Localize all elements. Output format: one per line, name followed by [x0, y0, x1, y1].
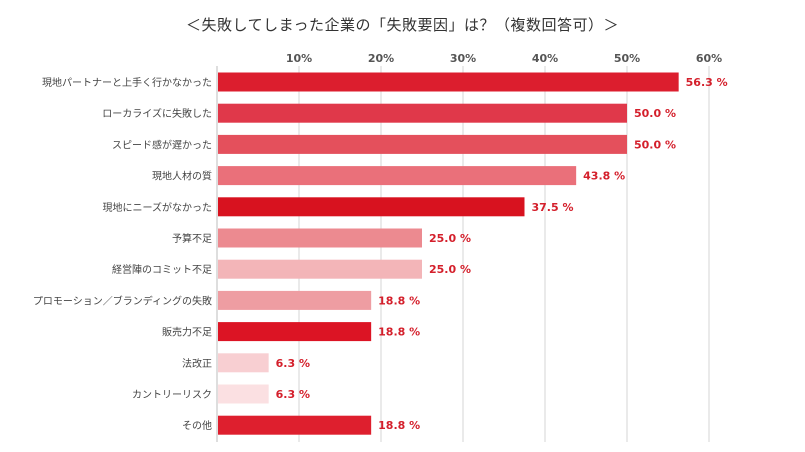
chart-title: ＜失敗してしまった企業の「失敗要因」は？（複数回答可）＞ — [186, 16, 619, 34]
bar — [218, 228, 422, 248]
data-label: 18.8 % — [378, 419, 420, 432]
bar — [218, 322, 372, 342]
data-label: 50.0 % — [634, 107, 676, 120]
x-tick-label: 30% — [450, 52, 476, 65]
bar — [218, 384, 269, 404]
category-label: 現地にニーズがなかった — [103, 201, 213, 214]
data-label: 6.3 % — [276, 388, 310, 401]
bar — [218, 72, 679, 92]
x-tick-label: 60% — [696, 52, 722, 65]
category-label: 販売力不足 — [162, 326, 212, 339]
bar — [218, 134, 627, 154]
data-label: 25.0 % — [429, 232, 471, 245]
data-label: 43.8 % — [583, 170, 625, 183]
category-label: カントリーリスク — [132, 389, 212, 401]
data-label: 18.8 % — [378, 294, 420, 307]
x-tick-label: 40% — [532, 52, 558, 65]
bar — [218, 103, 627, 123]
data-label: 50.0 % — [634, 138, 676, 151]
category-label: ローカライズに失敗した — [102, 107, 212, 120]
category-label: 予算不足 — [172, 232, 212, 245]
bar — [218, 259, 422, 279]
category-label: 法改正 — [182, 357, 212, 370]
category-label: スピード感が遅かった — [112, 138, 212, 151]
category-label: 経営陣のコミット不足 — [112, 263, 212, 276]
x-tick-label: 50% — [614, 52, 640, 65]
category-label: 現地人材の質 — [152, 170, 212, 183]
bar — [218, 166, 577, 186]
category-label: プロモーション／ブランディングの失敗 — [33, 294, 212, 307]
category-label: その他 — [182, 419, 212, 432]
x-tick-label: 20% — [368, 52, 394, 65]
category-label: 現地パートナーと上手く行かなかった — [42, 76, 212, 89]
data-label: 18.8 % — [378, 326, 420, 339]
data-label: 37.5 % — [532, 201, 574, 214]
data-label: 56.3 % — [686, 76, 728, 89]
bar — [218, 353, 269, 373]
bar — [218, 290, 372, 310]
data-label: 6.3 % — [276, 357, 310, 370]
bar — [218, 415, 372, 435]
x-tick-label: 10% — [286, 52, 312, 65]
data-label: 25.0 % — [429, 263, 471, 276]
bar — [218, 197, 525, 217]
